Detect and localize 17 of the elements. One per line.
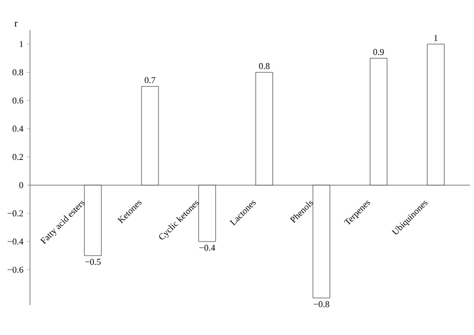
data-label: −0.4 bbox=[199, 244, 216, 251]
y-tick-label: 0 bbox=[19, 182, 24, 188]
data-label: 1 bbox=[434, 34, 438, 41]
y-tick-label: 0.4 bbox=[12, 126, 24, 132]
y-tick-label: −0.6 bbox=[8, 266, 24, 273]
y-axis-title: r bbox=[14, 22, 18, 26]
data-label: 0.7 bbox=[144, 77, 156, 84]
y-tick-label: 0.8 bbox=[12, 69, 24, 76]
y-tick-label: 1 bbox=[20, 41, 23, 48]
y-tick-label: 0.2 bbox=[12, 154, 23, 160]
y-tick-label: −0.2 bbox=[8, 210, 23, 216]
data-label: −0.8 bbox=[314, 301, 330, 308]
y-tick-label: −0.4 bbox=[8, 238, 24, 245]
data-label: −0.5 bbox=[85, 258, 101, 265]
y-tick-label: 0.6 bbox=[12, 97, 24, 104]
data-label: 0.8 bbox=[259, 63, 270, 70]
data-label: 0.9 bbox=[373, 48, 384, 55]
